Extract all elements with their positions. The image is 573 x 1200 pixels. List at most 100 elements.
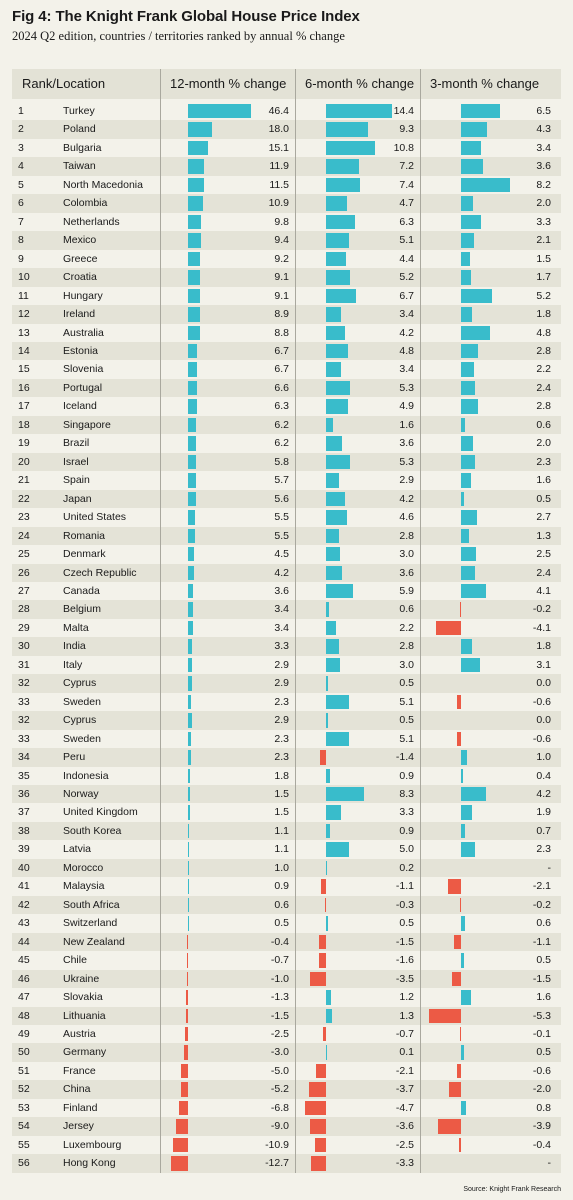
value-bar bbox=[326, 362, 342, 377]
value-bar bbox=[319, 750, 326, 765]
value-label: 0.5 bbox=[399, 917, 414, 930]
value-bar bbox=[459, 897, 461, 913]
value-bar bbox=[461, 104, 500, 119]
value-bar bbox=[326, 990, 332, 1005]
value-bar bbox=[461, 1045, 464, 1060]
value-label: 1.5 bbox=[536, 252, 551, 265]
value-bar bbox=[326, 399, 349, 414]
rank-cell: 47 bbox=[18, 991, 30, 1004]
value-bar bbox=[326, 510, 347, 525]
value-bar bbox=[188, 713, 192, 728]
value-bar bbox=[461, 547, 476, 562]
value-label: 4.1 bbox=[536, 584, 551, 597]
location-cell: Singapore bbox=[63, 418, 111, 431]
value-bar bbox=[309, 1082, 326, 1097]
rank-cell: 55 bbox=[18, 1138, 30, 1151]
value-bar bbox=[188, 159, 205, 174]
value-bar bbox=[188, 214, 202, 230]
value-label: - bbox=[547, 1157, 552, 1170]
value-label: 1.3 bbox=[399, 1009, 414, 1022]
table-row: 24 Romania 5.5 2.8 1.3 bbox=[12, 526, 561, 546]
value-label: 1.6 bbox=[536, 991, 551, 1004]
location-cell: Germany bbox=[63, 1046, 107, 1059]
value-bar bbox=[188, 473, 196, 488]
value-bar bbox=[452, 971, 461, 987]
value-label: -0.4 bbox=[270, 935, 289, 948]
value-label: 0.2 bbox=[399, 861, 414, 874]
value-bar bbox=[461, 325, 490, 340]
rank-cell: 28 bbox=[18, 603, 30, 616]
value-label: 2.3 bbox=[536, 843, 551, 856]
location-cell: Switzerland bbox=[63, 917, 118, 930]
rank-cell: 27 bbox=[18, 584, 30, 597]
table-row: 54 Jersey -9.0 -3.6 -3.9 bbox=[12, 1117, 561, 1136]
table-row: 2 Poland 18.0 9.3 4.3 bbox=[12, 120, 561, 139]
value-label: 3.4 bbox=[536, 141, 551, 154]
value-label: 0.5 bbox=[399, 714, 414, 727]
value-bar bbox=[326, 288, 357, 304]
column-header: Rank/Location bbox=[22, 76, 106, 91]
value-bar bbox=[188, 122, 213, 137]
value-bar bbox=[188, 583, 193, 599]
column-divider bbox=[420, 69, 421, 1173]
rank-cell: 53 bbox=[18, 1101, 30, 1114]
value-bar bbox=[319, 934, 326, 950]
value-label: -0.6 bbox=[532, 695, 551, 708]
value-label: 4.6 bbox=[399, 511, 414, 524]
value-bar bbox=[188, 602, 193, 617]
value-label: 1.8 bbox=[536, 308, 551, 321]
table-row: 55 Luxembourg -10.9 -2.5 -0.4 bbox=[12, 1136, 561, 1154]
value-label: 0.6 bbox=[536, 917, 551, 930]
rank-cell: 41 bbox=[18, 880, 30, 893]
table-row: 6 Colombia 10.9 4.7 2.0 bbox=[12, 194, 561, 213]
rank-cell: 8 bbox=[18, 234, 24, 247]
table-row: 52 China -5.2 -3.7 -2.0 bbox=[12, 1080, 561, 1099]
value-bar bbox=[188, 676, 192, 691]
value-label: -2.1 bbox=[395, 1064, 414, 1077]
value-label: 5.2 bbox=[536, 289, 551, 302]
column-divider bbox=[295, 69, 296, 1173]
value-bar bbox=[175, 1119, 188, 1134]
value-label: -0.3 bbox=[395, 898, 414, 911]
value-bar bbox=[326, 787, 364, 802]
table-row: 7 Netherlands 9.8 6.3 3.3 bbox=[12, 213, 561, 231]
value-bar bbox=[188, 860, 190, 876]
value-label: 5.3 bbox=[399, 381, 414, 394]
rank-cell: 16 bbox=[18, 381, 30, 394]
value-bar bbox=[188, 528, 196, 544]
table-row: 3 Bulgaria 15.1 10.8 3.4 bbox=[12, 139, 561, 157]
value-label: -3.5 bbox=[395, 972, 414, 985]
value-bar bbox=[326, 805, 341, 820]
value-label: 10.8 bbox=[393, 141, 414, 154]
rank-cell: 12 bbox=[18, 308, 30, 321]
value-bar bbox=[188, 768, 191, 783]
value-label: -1.3 bbox=[270, 991, 289, 1004]
rank-cell: 17 bbox=[18, 400, 30, 413]
value-bar bbox=[461, 565, 476, 580]
table-row: 43 Switzerland 0.5 0.5 0.6 bbox=[12, 914, 561, 932]
rank-cell: 25 bbox=[18, 548, 30, 561]
location-cell: Japan bbox=[63, 492, 92, 505]
location-cell: Estonia bbox=[63, 344, 99, 357]
value-label: 5.7 bbox=[274, 474, 289, 487]
location-cell: Cyprus bbox=[63, 677, 97, 690]
value-label: -0.2 bbox=[532, 898, 551, 911]
value-bar bbox=[181, 1063, 188, 1079]
table-row: 35 Indonesia 1.8 0.9 0.4 bbox=[12, 767, 561, 785]
value-label: 3.0 bbox=[399, 658, 414, 671]
value-label: 6.5 bbox=[536, 105, 551, 117]
location-cell: Israel bbox=[63, 455, 89, 468]
value-bar bbox=[188, 491, 196, 507]
value-label: 0.4 bbox=[536, 769, 551, 782]
rank-cell: 30 bbox=[18, 640, 30, 653]
value-label: -4.7 bbox=[395, 1101, 414, 1114]
column-divider bbox=[160, 69, 161, 1173]
value-bar bbox=[461, 177, 511, 193]
value-bar bbox=[188, 177, 204, 193]
value-label: 6.2 bbox=[274, 418, 289, 431]
location-cell: Austria bbox=[63, 1028, 96, 1040]
value-bar bbox=[173, 1137, 188, 1153]
value-bar bbox=[448, 879, 461, 894]
value-label: -5.0 bbox=[270, 1064, 289, 1077]
table-row: 37 United Kingdom 1.5 3.3 1.9 bbox=[12, 803, 561, 821]
